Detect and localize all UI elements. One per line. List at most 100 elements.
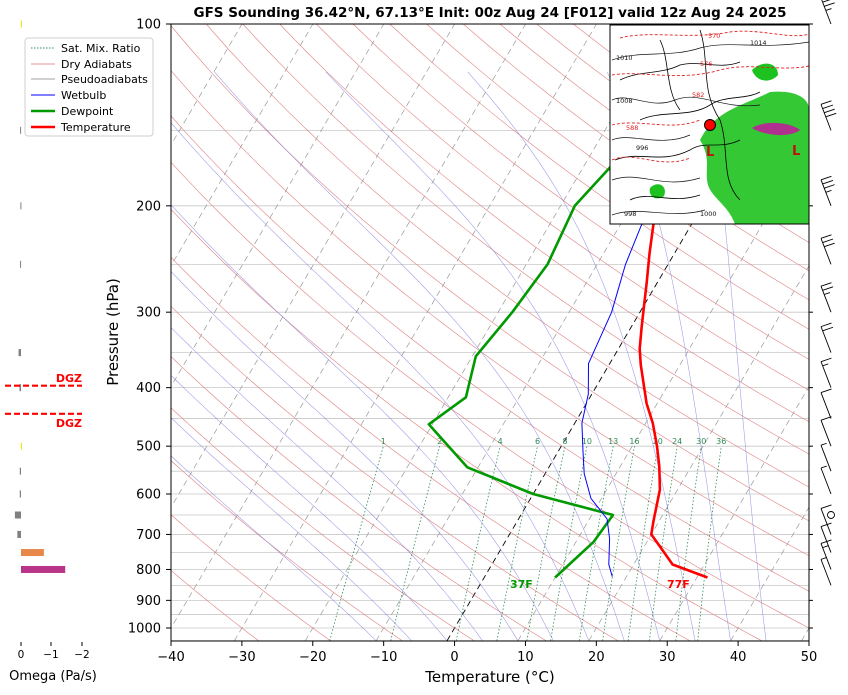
dgz-label-top: DGZ <box>56 372 82 385</box>
y-axis-label: Pressure (hPa) <box>104 278 122 386</box>
legend-label-dewpoint: Dewpoint <box>61 105 114 118</box>
omega-bar <box>20 491 21 498</box>
omega-bar <box>21 443 22 450</box>
wind-barb-flag <box>824 185 834 189</box>
wind-barb <box>821 101 836 131</box>
y-tick-label: 300 <box>136 306 161 321</box>
x-tick-label: 0 <box>450 650 458 665</box>
wind-barb-flag <box>823 364 829 366</box>
pseudoadiabat-line <box>64 72 554 641</box>
x-tick-label: 20 <box>588 650 605 665</box>
y-tick-label: 800 <box>136 563 161 578</box>
mixing-ratio-line <box>330 446 384 641</box>
wind-barb-staff <box>821 543 831 569</box>
mixing-ratio-label: 10 <box>582 437 592 446</box>
wind-barb <box>821 417 831 447</box>
wind-barb-flag <box>821 358 831 362</box>
surface-dewpoint-label: 37F <box>510 578 533 591</box>
mixing-ratio-line <box>391 446 440 641</box>
chart-title: GFS Sounding 36.42°N, 67.13°E Init: 00z … <box>193 5 786 21</box>
mixing-ratio-label: 13 <box>608 437 618 446</box>
inset-map-label-1000: 1000 <box>700 210 717 218</box>
inset-map-label-588: 588 <box>626 124 638 132</box>
inset-map-label-1008: 1008 <box>616 97 633 105</box>
wind-barb-flag <box>821 176 831 180</box>
wind-barb-flag <box>821 417 831 421</box>
wind-barb-flag <box>821 505 831 509</box>
wind-barb-staff <box>821 468 831 494</box>
wind-barb-flag <box>821 283 831 287</box>
omega-bar <box>20 261 21 268</box>
wind-barb-flag <box>826 113 836 117</box>
wind-barb <box>821 466 831 494</box>
omega-bar <box>20 202 21 209</box>
x-tick-label: 40 <box>730 650 747 665</box>
wind-barb <box>821 235 835 265</box>
wind-barb-staff <box>821 0 831 24</box>
wind-barb-flag <box>821 523 831 527</box>
y-tick-label: 600 <box>136 488 161 503</box>
wind-barb-flag <box>824 3 834 7</box>
wind-barb-staff <box>821 238 831 264</box>
mixing-ratio-label: 8 <box>562 437 567 446</box>
wind-barb <box>821 540 831 570</box>
wind-barb-flag <box>821 443 827 445</box>
wind-barb-flag <box>821 389 831 393</box>
y-tick-label: 100 <box>136 18 161 33</box>
pseudoadiabat-line <box>130 72 589 641</box>
mixing-ratio-line <box>527 446 565 641</box>
x-tick-label: −30 <box>228 650 255 665</box>
mixing-ratio-label: 16 <box>629 437 639 446</box>
x-tick-label: 10 <box>517 650 534 665</box>
wind-barb-flag <box>823 546 829 548</box>
wind-barb-staff <box>821 362 831 388</box>
inset-map-location-marker <box>705 120 716 131</box>
x-tick-label: −40 <box>157 650 184 665</box>
wind-barb <box>821 443 831 471</box>
wind-barb <box>821 323 833 353</box>
isotherm-line <box>163 24 525 641</box>
omega-bar <box>15 511 21 518</box>
mixing-ratio-line <box>698 446 722 641</box>
inset-map-label-582: 582 <box>692 91 704 99</box>
y-tick-label: 400 <box>136 381 161 396</box>
pseudoadiabat-line <box>0 72 376 641</box>
inset-map: 570 576 582 588 1014 1010 1008 1000 998 … <box>610 25 809 224</box>
surface-temperature-label: 77F <box>667 578 690 591</box>
pseudoadiabat-line <box>11 72 518 641</box>
y-tick-label: 500 <box>136 440 161 455</box>
legend-label-wetbulb: Wetbulb <box>61 89 106 102</box>
wind-barb-flag <box>821 235 831 239</box>
wind-barb-flag <box>823 239 833 243</box>
mixing-ratio-label: 4 <box>498 437 503 446</box>
wind-barb <box>821 557 831 585</box>
wind-barb <box>821 0 835 24</box>
wind-barb-flag <box>821 101 831 105</box>
wind-barb-staff <box>821 286 831 312</box>
wind-barb-staff <box>821 559 831 585</box>
omega-tick-1: −1 <box>43 649 58 661</box>
legend: Sat. Mix. Ratio Dry Adiabats Pseudoadiab… <box>25 38 153 136</box>
wind-barb-flag <box>823 105 833 109</box>
wind-barbs <box>821 0 836 585</box>
wind-barb <box>821 283 833 313</box>
wind-barb-flag <box>823 0 833 2</box>
wind-barb-flag <box>823 287 833 291</box>
omega-bar <box>21 566 65 573</box>
mixing-ratio-label: 1 <box>381 437 386 446</box>
wind-barb-staff <box>821 393 831 419</box>
wind-barb-flag <box>823 180 833 184</box>
wind-barb <box>828 511 835 518</box>
wind-barb-flag <box>826 190 832 192</box>
pseudoadiabat-line <box>0 72 482 641</box>
legend-label-mixing-ratio: Sat. Mix. Ratio <box>61 42 141 55</box>
wind-barb-flag <box>824 293 830 295</box>
mixing-ratio-label: 30 <box>696 437 706 446</box>
wind-barb-staff <box>821 327 831 353</box>
x-tick-label: 50 <box>801 650 818 665</box>
legend-label-pseudoadiabats: Pseudoadiabats <box>61 73 148 86</box>
dgz-label-bottom: DGZ <box>56 417 82 430</box>
legend-label-temperature: Temperature <box>60 121 131 134</box>
